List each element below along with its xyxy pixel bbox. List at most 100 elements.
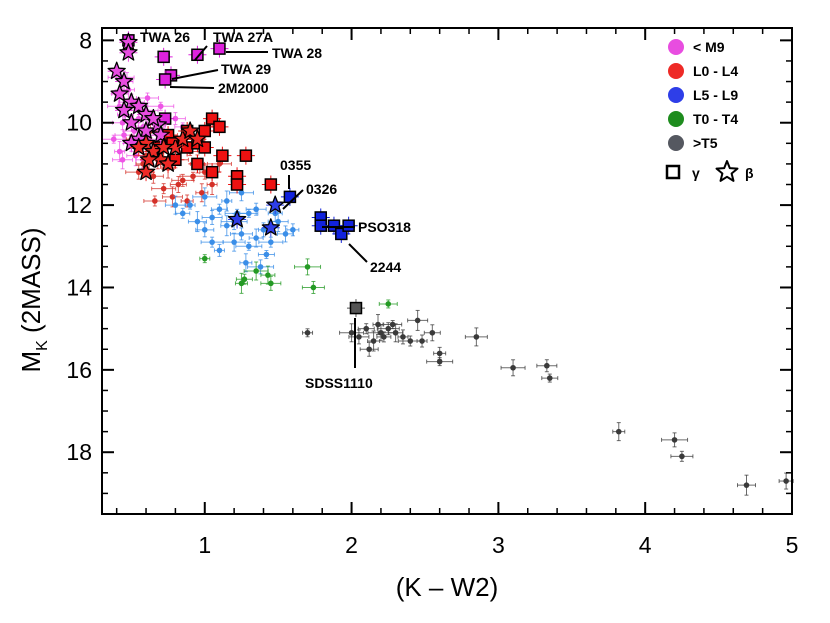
- annotation: 2244: [348, 243, 401, 275]
- plot-frame: [101, 27, 793, 515]
- marker: [209, 181, 215, 188]
- y-tick-label: 16: [66, 357, 92, 383]
- marker: [743, 482, 750, 488]
- marker: [152, 198, 158, 204]
- square-marker: [230, 178, 244, 191]
- beta-star: [154, 137, 173, 157]
- marker: [268, 280, 274, 287]
- marker: [381, 334, 387, 340]
- data-point: [500, 359, 526, 377]
- marker: [510, 364, 516, 371]
- marker: [201, 255, 208, 262]
- square-marker: [191, 157, 204, 171]
- marker: [363, 325, 370, 332]
- star-marker: [188, 129, 207, 148]
- square-marker: [213, 42, 226, 55]
- marker: [209, 239, 215, 245]
- star-marker: [107, 61, 126, 80]
- marker: [223, 222, 230, 229]
- marker: [150, 173, 157, 180]
- star-marker: [158, 154, 178, 172]
- square-marker: [342, 219, 355, 232]
- data-point: [277, 225, 295, 243]
- data-point: [164, 195, 186, 215]
- marker: [160, 185, 167, 192]
- legend-label: L0 - L4: [693, 63, 738, 79]
- data-point: [423, 324, 441, 342]
- marker: [436, 350, 443, 357]
- marker: [783, 478, 789, 484]
- data-point: [239, 253, 253, 273]
- data-point: [221, 190, 233, 212]
- marker: [201, 194, 208, 200]
- annotation-leader: [282, 189, 304, 210]
- data-point: [200, 236, 224, 248]
- annotation: TWA 28: [226, 45, 322, 61]
- y-axis-title-main: M: [16, 351, 46, 373]
- x-tick-label: 3: [492, 532, 505, 558]
- marker: [275, 218, 281, 225]
- data-point: [536, 359, 558, 373]
- beta-star: [158, 154, 178, 173]
- data-point: [372, 314, 384, 336]
- gamma-label: γ: [692, 165, 700, 181]
- x-tick-label: 2: [345, 532, 358, 558]
- marker: [400, 334, 406, 340]
- beta-star: [188, 129, 207, 149]
- data-point: [294, 258, 322, 276]
- data-point: [301, 280, 325, 294]
- data-point: [192, 187, 218, 207]
- marker: [290, 227, 296, 233]
- legend-entry: < M9: [668, 39, 725, 55]
- annotation-leader: [194, 45, 208, 61]
- x-tick-label: 5: [786, 532, 799, 558]
- gamma-square: [210, 117, 229, 136]
- data-point: [234, 272, 248, 294]
- data-point: [112, 150, 134, 170]
- annotation: 2M2000: [169, 80, 269, 96]
- legend-entry: L0 - L4: [668, 63, 738, 79]
- marker: [671, 437, 678, 443]
- y-tick-label: 10: [66, 110, 92, 136]
- data-point: [147, 101, 175, 111]
- marker: [216, 161, 223, 167]
- gamma-square: [228, 175, 247, 194]
- marker: [436, 358, 443, 365]
- marker: [184, 198, 190, 204]
- legend-marker: [668, 63, 684, 79]
- marker: [169, 194, 176, 200]
- beta-star: [114, 71, 134, 91]
- square-marker: [205, 165, 219, 179]
- beta-star: [110, 84, 129, 103]
- marker: [110, 136, 117, 143]
- marker: [419, 338, 425, 344]
- data-point: [397, 329, 409, 345]
- star-marker: [151, 125, 170, 144]
- star-marker: [114, 100, 134, 119]
- data-layer: [101, 31, 794, 496]
- beta-star: [107, 61, 126, 81]
- y-tick-label: 12: [66, 192, 92, 218]
- marker: [194, 218, 201, 225]
- gamma-square: [346, 299, 365, 318]
- marker: [392, 329, 399, 336]
- gamma-square: [188, 154, 207, 173]
- star-marker: [110, 84, 129, 102]
- annotation-label: 0326: [306, 181, 337, 197]
- data-point: [302, 328, 314, 338]
- star-marker: [139, 150, 159, 168]
- data-point: [187, 211, 207, 233]
- data-point: [359, 341, 379, 357]
- star-marker: [129, 137, 148, 156]
- marker: [223, 198, 230, 204]
- annotation: PSO318: [322, 219, 411, 235]
- data-point: [426, 357, 454, 367]
- beta-star: [227, 209, 247, 229]
- data-point: [661, 432, 689, 448]
- beta-star: [261, 218, 281, 237]
- legend-label: T0 - T4: [693, 111, 738, 127]
- legend-entry: L5 - L9: [668, 87, 738, 103]
- annotation-label: PSO318: [358, 219, 411, 235]
- annotation: TWA 26: [140, 29, 190, 45]
